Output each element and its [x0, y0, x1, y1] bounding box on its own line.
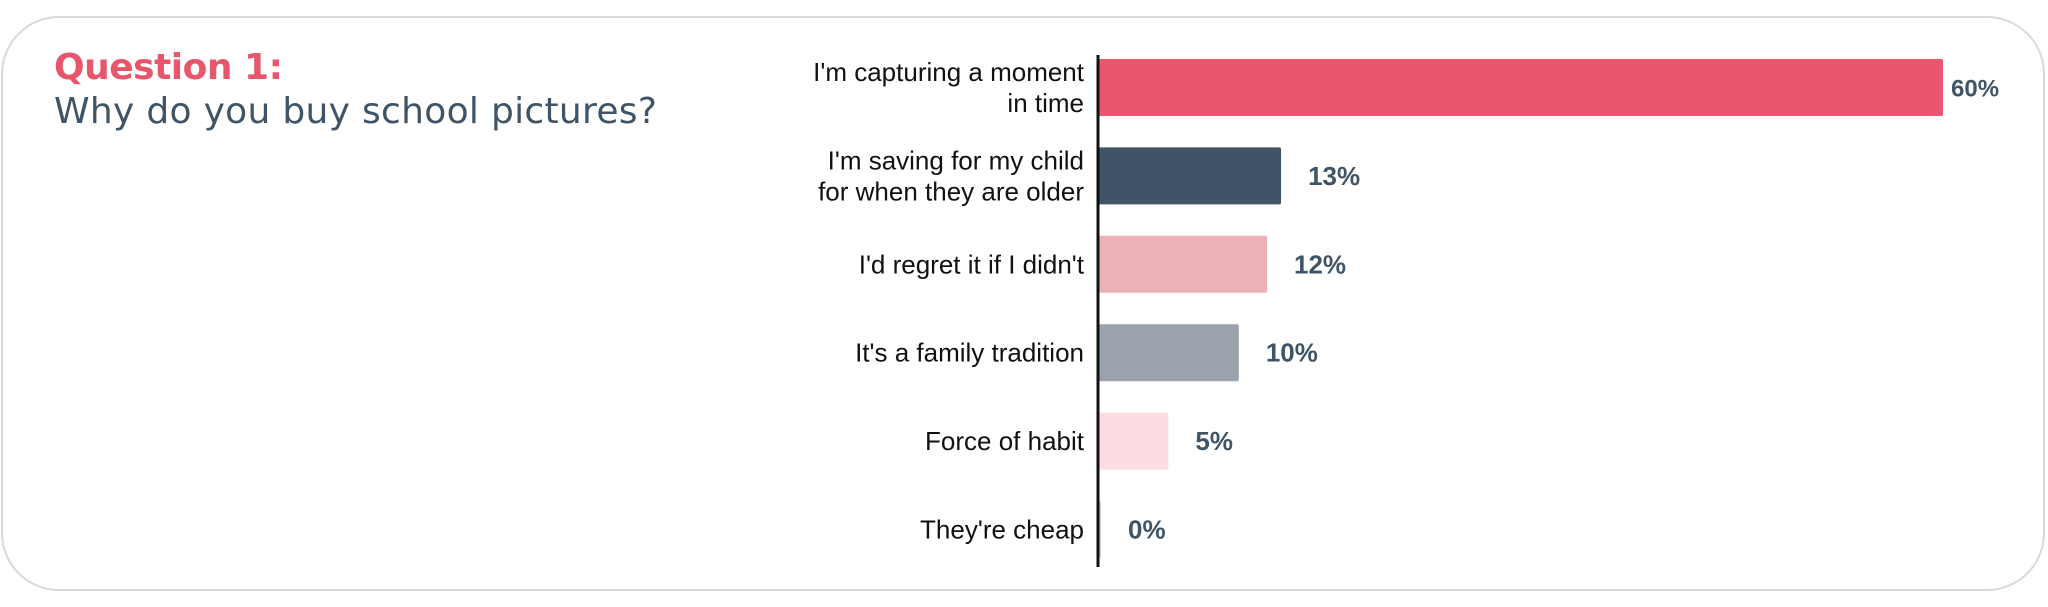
bar-3: [1098, 235, 1267, 293]
bar-4: [1098, 324, 1239, 382]
bar-5: [1098, 412, 1169, 470]
question-text: Why do you buy school pictures?: [54, 91, 658, 132]
value-label-6: 0%: [1128, 515, 1166, 545]
bar-1: [1098, 59, 1943, 116]
category-label-2-line-2: for when they are older: [818, 176, 1084, 206]
value-label-1: 60%: [1951, 76, 1999, 103]
category-label-3: I'd regret it if I didn't: [859, 249, 1085, 279]
category-label-1-line-1: I'm capturing a moment: [813, 57, 1085, 87]
value-label-4: 10%: [1266, 338, 1318, 368]
category-label-4: It's a family tradition: [855, 338, 1084, 368]
question-label: Question 1:: [54, 47, 283, 88]
category-label-5: Force of habit: [925, 426, 1085, 456]
bar-2: [1098, 147, 1282, 205]
category-label-2-line-1: I'm saving for my child: [828, 145, 1084, 175]
value-label-2: 13%: [1308, 161, 1360, 191]
title-block: Question 1: Why do you buy school pictur…: [54, 46, 657, 134]
category-label-1-line-2: in time: [1007, 88, 1084, 118]
value-label-3: 12%: [1294, 249, 1346, 279]
value-label-5: 5%: [1195, 426, 1233, 456]
category-label-6: They're cheap: [920, 515, 1084, 545]
